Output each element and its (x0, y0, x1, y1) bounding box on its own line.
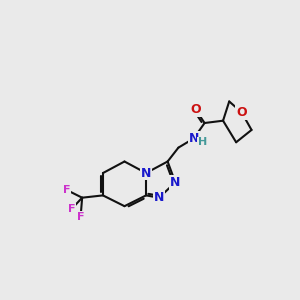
Text: F: F (63, 185, 70, 195)
Text: O: O (236, 106, 247, 119)
Text: O: O (190, 103, 201, 116)
Text: H: H (198, 137, 207, 147)
Text: N: N (189, 132, 199, 145)
Text: N: N (141, 167, 151, 180)
Text: F: F (68, 204, 75, 214)
Text: F: F (77, 212, 84, 222)
Text: N: N (170, 176, 181, 189)
Text: N: N (154, 191, 164, 204)
